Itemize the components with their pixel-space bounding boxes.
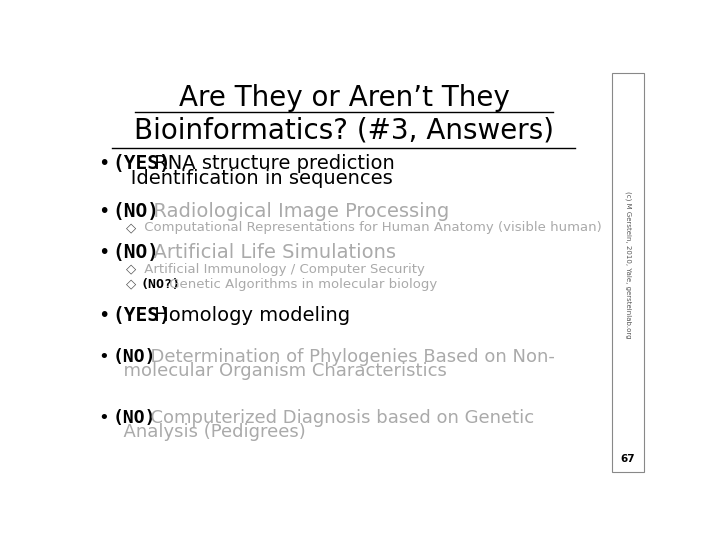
- Text: Artificial Immunology / Computer Security: Artificial Immunology / Computer Securit…: [140, 263, 425, 276]
- Text: •: •: [99, 306, 109, 325]
- Text: (NO?): (NO?): [140, 278, 180, 291]
- FancyBboxPatch shape: [612, 73, 644, 472]
- Text: (NO): (NO): [112, 243, 159, 262]
- Text: •: •: [99, 409, 109, 427]
- Text: Computerized Diagnosis based on Genetic: Computerized Diagnosis based on Genetic: [139, 409, 534, 427]
- Text: (NO): (NO): [112, 348, 156, 366]
- Text: •: •: [99, 154, 109, 173]
- Text: ◇: ◇: [126, 263, 137, 276]
- Text: Homology modeling: Homology modeling: [148, 306, 350, 325]
- Text: Identification in sequences: Identification in sequences: [112, 168, 393, 188]
- Text: Artificial Life Simulations: Artificial Life Simulations: [141, 243, 396, 262]
- Text: (YES): (YES): [112, 154, 171, 173]
- Text: (NO): (NO): [112, 409, 156, 427]
- Text: Determination of Phylogenies Based on Non-: Determination of Phylogenies Based on No…: [139, 348, 555, 366]
- Text: Analysis (Pedigrees): Analysis (Pedigrees): [112, 423, 306, 441]
- Text: Computational Representations for Human Anatomy (visible human): Computational Representations for Human …: [140, 221, 602, 234]
- Text: (c) M Gerstein, 2010, Yale, gersteinlab.org: (c) M Gerstein, 2010, Yale, gersteinlab.…: [625, 191, 631, 338]
- Text: •: •: [99, 243, 109, 262]
- Text: Are They or Aren’t They: Are They or Aren’t They: [179, 84, 509, 112]
- Text: Radiological Image Processing: Radiological Image Processing: [141, 202, 449, 221]
- Text: •: •: [99, 348, 109, 366]
- Text: Genetic Algorithms in molecular biology: Genetic Algorithms in molecular biology: [165, 278, 437, 291]
- Text: ◇: ◇: [126, 278, 137, 291]
- Text: molecular Organism Characteristics: molecular Organism Characteristics: [112, 362, 447, 380]
- Text: (NO): (NO): [112, 202, 159, 221]
- Text: RNA structure prediction: RNA structure prediction: [148, 154, 395, 173]
- Text: Bioinformatics? (#3, Answers): Bioinformatics? (#3, Answers): [134, 117, 554, 145]
- Text: (YES): (YES): [112, 306, 171, 325]
- Text: •: •: [99, 202, 109, 221]
- Text: 67: 67: [621, 454, 635, 464]
- Text: ◇: ◇: [126, 221, 137, 234]
